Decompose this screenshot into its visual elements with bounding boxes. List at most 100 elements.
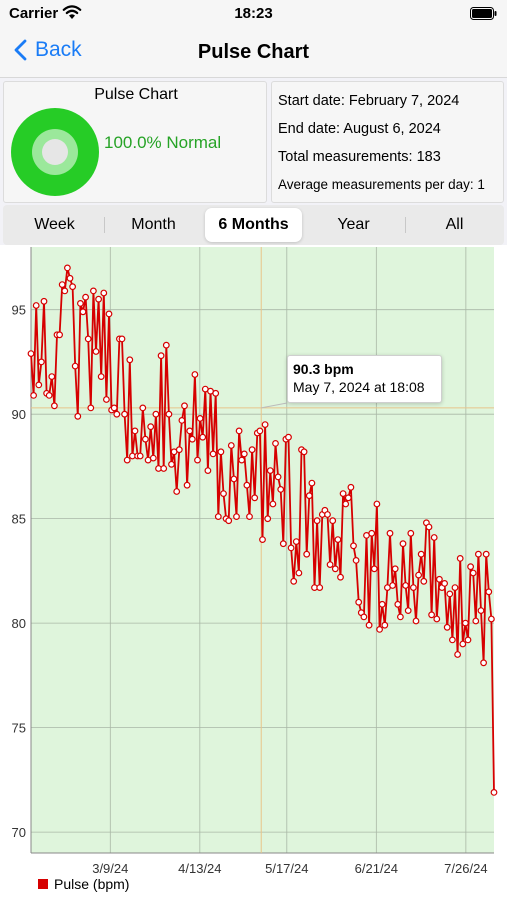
tab-all[interactable]: All bbox=[406, 208, 503, 242]
tooltip-pointer bbox=[261, 402, 288, 409]
x-tick-label: 3/9/24 bbox=[92, 861, 128, 875]
data-point bbox=[339, 490, 347, 498]
data-point bbox=[279, 540, 287, 548]
data-point bbox=[165, 410, 173, 418]
tab-label: Year bbox=[337, 216, 370, 233]
range-segmented-control: Week Month 6 Months Year All bbox=[3, 205, 504, 245]
data-point bbox=[410, 584, 417, 592]
legend-label: Pulse (bpm) bbox=[54, 876, 130, 892]
data-point bbox=[490, 789, 498, 796]
tab-label: Week bbox=[34, 216, 75, 233]
data-point bbox=[248, 446, 256, 454]
x-tick-label: 5/17/24 bbox=[265, 861, 308, 875]
data-point bbox=[459, 640, 467, 648]
data-point bbox=[126, 356, 134, 364]
data-point bbox=[360, 613, 368, 621]
data-point bbox=[274, 473, 282, 481]
data-point bbox=[449, 636, 456, 644]
data-point bbox=[329, 517, 337, 525]
y-tick-label: 80 bbox=[12, 616, 26, 631]
value-tooltip: 90.3 bpm May 7, 2024 at 18:08 bbox=[287, 355, 442, 403]
data-point bbox=[456, 555, 464, 562]
data-point bbox=[71, 362, 79, 370]
data-point bbox=[295, 569, 303, 577]
tab-week[interactable]: Week bbox=[6, 208, 103, 242]
data-point bbox=[331, 565, 339, 573]
data-point bbox=[147, 423, 155, 431]
y-tick-label: 70 bbox=[12, 825, 26, 840]
data-point bbox=[82, 293, 89, 301]
data-point bbox=[212, 389, 220, 397]
pulse-line-chart[interactable]: 70 75 80 85 90 95 3/9/24 4/13/24 5/17/24 6/21/24 7… bbox=[0, 245, 507, 875]
segment-divider bbox=[405, 217, 406, 233]
chart-legend: Pulse (bpm) bbox=[38, 876, 129, 892]
data-point bbox=[186, 427, 194, 435]
segment-divider bbox=[104, 217, 105, 233]
data-point bbox=[48, 373, 56, 381]
data-point bbox=[209, 450, 217, 458]
tab-6-months[interactable]: 6 Months bbox=[205, 208, 302, 242]
data-point bbox=[214, 513, 222, 521]
pulse-chart[interactable]: 70 75 80 85 90 95 3/9/24 4/13/24 5/17/24 6/21/24 7… bbox=[0, 245, 507, 900]
data-point bbox=[386, 529, 394, 537]
data-point bbox=[287, 544, 295, 552]
data-point bbox=[436, 575, 443, 583]
data-point bbox=[308, 479, 316, 487]
data-point bbox=[220, 490, 227, 498]
data-point bbox=[272, 439, 279, 447]
data-point bbox=[74, 412, 82, 420]
data-point bbox=[475, 550, 482, 558]
tab-year[interactable]: Year bbox=[305, 208, 402, 242]
data-point bbox=[246, 513, 253, 521]
tab-month[interactable]: Month bbox=[105, 208, 202, 242]
average-per-day-text: Average measurements per day: 1 bbox=[278, 177, 485, 192]
data-point bbox=[477, 607, 485, 615]
data-point bbox=[337, 573, 344, 581]
data-point bbox=[451, 584, 459, 592]
data-point bbox=[259, 536, 266, 544]
data-point bbox=[256, 427, 264, 435]
data-point bbox=[316, 584, 324, 592]
data-point bbox=[97, 373, 105, 381]
data-point bbox=[160, 465, 168, 472]
navigation-bar: Back Pulse Chart bbox=[0, 28, 507, 78]
data-point bbox=[113, 410, 121, 418]
data-point bbox=[454, 651, 462, 658]
data-point bbox=[464, 636, 472, 644]
data-point bbox=[365, 621, 373, 629]
chevron-left-icon bbox=[14, 39, 27, 61]
data-point bbox=[355, 598, 363, 606]
data-point bbox=[27, 350, 35, 357]
data-point bbox=[38, 358, 45, 366]
data-point bbox=[404, 607, 412, 615]
data-point bbox=[102, 396, 110, 403]
data-point bbox=[240, 450, 248, 458]
back-button[interactable]: Back bbox=[14, 38, 82, 62]
data-point bbox=[389, 582, 397, 589]
data-point bbox=[32, 302, 40, 309]
data-point bbox=[485, 588, 493, 596]
data-point bbox=[35, 381, 43, 389]
data-point bbox=[394, 600, 402, 608]
data-point bbox=[300, 448, 308, 456]
data-point bbox=[118, 335, 126, 343]
data-point bbox=[391, 565, 399, 573]
page-title: Pulse Chart bbox=[197, 41, 310, 63]
data-point bbox=[324, 511, 331, 518]
data-point bbox=[347, 483, 355, 491]
data-point bbox=[45, 391, 53, 399]
data-point bbox=[92, 348, 100, 355]
data-point bbox=[290, 577, 298, 585]
data-point bbox=[181, 402, 188, 410]
data-point bbox=[194, 456, 201, 464]
y-tick-label: 85 bbox=[12, 512, 26, 527]
data-point bbox=[399, 540, 407, 548]
data-point bbox=[66, 274, 74, 282]
x-tick-label: 7/26/24 bbox=[444, 861, 487, 875]
data-point bbox=[402, 582, 410, 589]
data-point bbox=[266, 467, 274, 475]
data-point bbox=[196, 414, 204, 422]
data-point bbox=[87, 404, 95, 412]
y-tick-label: 75 bbox=[12, 721, 26, 736]
data-point bbox=[430, 534, 438, 541]
